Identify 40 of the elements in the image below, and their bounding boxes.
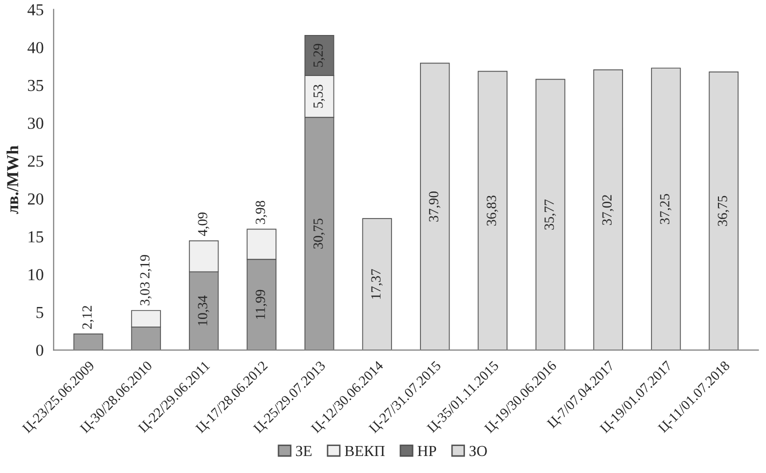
data-label: 17,37 (371, 269, 383, 299)
data-label: 11,99 (256, 290, 268, 319)
data-label: 3,98 (256, 200, 268, 224)
bar (651, 68, 681, 350)
data-label: 35,77 (544, 199, 556, 230)
bar (420, 62, 450, 350)
data-label: 5,29 (313, 44, 325, 67)
bar (478, 70, 508, 350)
bar (73, 334, 104, 350)
data-label: 10,34 (198, 295, 210, 326)
data-label: 37,90 (428, 192, 440, 222)
y-tick-label: 30 (28, 118, 44, 129)
data-label: 37,02 (602, 195, 614, 225)
y-tick-label: 45 (28, 4, 44, 16)
y-tick-label: 35 (28, 80, 44, 92)
y-tick-label: 20 (28, 193, 44, 205)
data-label: 2,19 (140, 254, 152, 278)
legend-label: НР (418, 446, 436, 456)
data-label: 3,03 (140, 282, 152, 306)
y-tick-label: 40 (28, 42, 44, 54)
data-label: 5,53 (313, 84, 325, 108)
legend-label: ВЕКП (344, 446, 385, 456)
y-tick-label: 5 (36, 307, 44, 318)
y-tick-label: 0 (36, 344, 44, 356)
data-label: 37,25 (660, 194, 672, 224)
data-label: 4,09 (198, 212, 210, 236)
y-tick-label: 25 (28, 156, 44, 167)
bar (362, 218, 392, 350)
legend-label: ЗО (470, 446, 487, 456)
y-tick-label: 10 (28, 269, 44, 280)
bar (536, 78, 566, 350)
data-label: 2,12 (82, 306, 94, 329)
y-axis-title: лв./MWh (6, 146, 18, 214)
y-tick-label: 15 (28, 231, 44, 242)
data-label: 36,75 (718, 196, 730, 226)
data-label: 30,75 (313, 218, 325, 249)
bar (708, 71, 739, 350)
bar (593, 69, 624, 350)
data-label: 36,83 (486, 196, 498, 226)
legend-label: ЗЕ (296, 446, 312, 456)
